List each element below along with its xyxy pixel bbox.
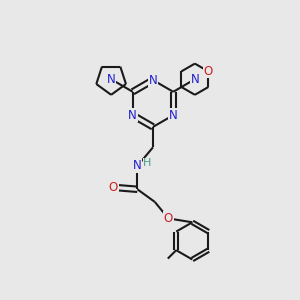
Text: H: H [143, 158, 151, 168]
Text: N: N [169, 109, 178, 122]
Text: O: O [164, 212, 173, 225]
Text: N: N [133, 159, 142, 172]
Text: O: O [204, 65, 213, 78]
Text: O: O [109, 181, 118, 194]
Text: N: N [128, 109, 137, 122]
Text: N: N [190, 73, 199, 86]
Text: N: N [148, 74, 158, 87]
Text: N: N [107, 73, 116, 86]
